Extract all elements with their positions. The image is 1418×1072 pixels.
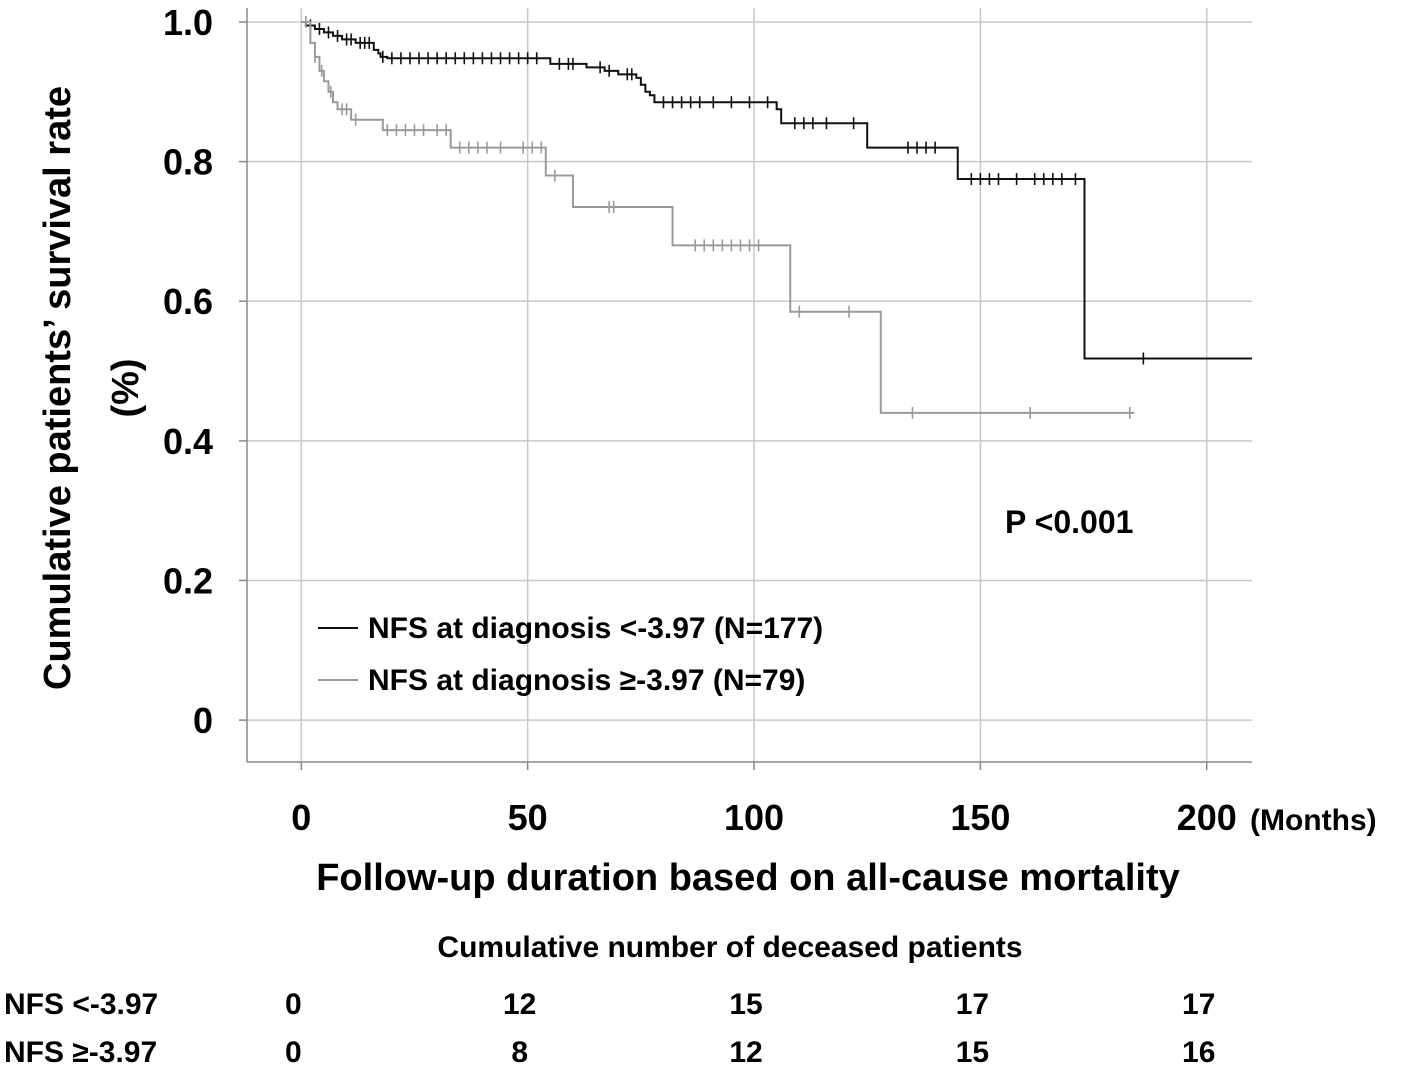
y-tick-label: 0 bbox=[193, 700, 213, 741]
risk-row-label: NFS ≥-3.97 bbox=[4, 1036, 157, 1069]
x-axis-unit: (Months) bbox=[1250, 804, 1377, 837]
x-tick-label: 100 bbox=[724, 797, 784, 838]
risk-table: NFS <-3.97 0 12 15 17 17 NFS ≥-3.97 0 8 12 15 16 bbox=[4, 988, 1215, 1069]
y-tick-label: 1.0 bbox=[163, 2, 213, 43]
x-tick-label: 50 bbox=[508, 797, 548, 838]
risk-cell: 0 bbox=[285, 988, 302, 1021]
p-value-annotation: P <0.001 bbox=[1005, 504, 1133, 540]
risk-cell: 12 bbox=[503, 988, 536, 1021]
x-axis-ticks: 0 50 100 150 200 bbox=[291, 797, 1236, 838]
series-nfs-low-curve bbox=[301, 20, 1252, 360]
y-tick-label: 0.8 bbox=[163, 142, 213, 183]
risk-cell: 12 bbox=[729, 1036, 762, 1069]
risk-row-label: NFS <-3.97 bbox=[4, 988, 158, 1021]
risk-cell: 15 bbox=[956, 1036, 989, 1069]
y-tick-label: 0.6 bbox=[163, 281, 213, 322]
grid bbox=[247, 8, 1252, 762]
y-tick-label: 0.4 bbox=[163, 421, 213, 462]
risk-cell: 15 bbox=[729, 988, 762, 1021]
risk-table-title: Cumulative number of deceased patients bbox=[437, 931, 1022, 964]
risk-cell: 0 bbox=[285, 1036, 302, 1069]
legend: NFS at diagnosis <-3.97 (N=177) NFS at di… bbox=[318, 612, 823, 697]
y-axis-ticks: 0 0.2 0.4 0.6 0.8 1.0 bbox=[163, 2, 213, 741]
risk-cell: 17 bbox=[956, 988, 989, 1021]
x-tick-label: 0 bbox=[291, 797, 311, 838]
x-tick-label: 150 bbox=[950, 797, 1010, 838]
x-axis-title: Follow-up duration based on all-cause mo… bbox=[316, 857, 1180, 899]
legend-label: NFS at diagnosis ≥-3.97 (N=79) bbox=[368, 664, 805, 697]
y-tick-label: 0.2 bbox=[163, 560, 213, 601]
axes bbox=[239, 8, 1252, 770]
risk-cell: 8 bbox=[511, 1036, 528, 1069]
x-tick-label: 200 bbox=[1177, 797, 1237, 838]
risk-cell: 16 bbox=[1182, 1036, 1215, 1069]
risk-cell: 17 bbox=[1182, 988, 1215, 1021]
y-axis-title: Cumulative patients’ survival rate bbox=[37, 86, 79, 690]
y-axis-title-unit: (%) bbox=[105, 358, 147, 417]
series-nfs-high-curve bbox=[301, 20, 1135, 414]
survival-curves bbox=[301, 15, 1252, 419]
legend-label: NFS at diagnosis <-3.97 (N=177) bbox=[368, 612, 823, 645]
